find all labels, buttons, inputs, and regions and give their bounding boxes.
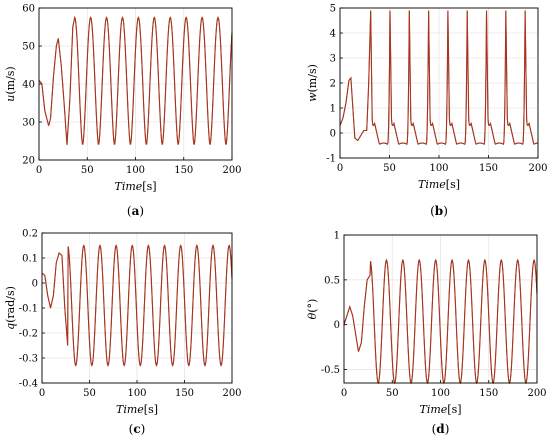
x-tick-label: 200 xyxy=(528,163,547,174)
x-axis-label-var: Time xyxy=(116,403,144,416)
y-tick-label: 0 xyxy=(330,129,336,140)
y-tick-label: 5 xyxy=(330,4,336,15)
y-tick-label: -0.5 xyxy=(321,365,340,376)
panel-caption: (c) xyxy=(129,422,146,436)
x-tick-label: 100 xyxy=(431,388,450,399)
x-axis-label: Time[s] xyxy=(114,180,156,193)
series-line xyxy=(343,258,538,385)
x-tick-label: 200 xyxy=(222,165,241,176)
x-axis-label-var: Time xyxy=(419,403,447,416)
y-tick-label: -0.1 xyxy=(19,304,38,315)
y-tick-label: -0.3 xyxy=(19,354,38,365)
panel-caption: (a) xyxy=(127,204,144,218)
panel-caption-letter: d xyxy=(436,422,445,436)
x-tick-label: 150 xyxy=(174,165,193,176)
x-axis-label: Time[s] xyxy=(418,178,460,191)
y-tick-label: 4 xyxy=(330,29,336,40)
series-line xyxy=(41,244,233,367)
x-axis-label-unit: [s] xyxy=(144,403,158,416)
panel-caption-letter: c xyxy=(133,422,140,436)
y-tick-label: 2 xyxy=(330,79,336,90)
y-tick-label: -0.4 xyxy=(19,379,38,390)
y-axis-label-unit: (rad/s) xyxy=(4,286,17,323)
x-tick-label: 50 xyxy=(383,163,396,174)
x-tick-label: 0 xyxy=(337,163,343,174)
x-axis-label-var: Time xyxy=(114,180,142,193)
x-tick-label: 0 xyxy=(341,388,347,399)
x-axis-label-unit: [s] xyxy=(446,178,460,191)
y-tick-label: 40 xyxy=(22,80,35,91)
y-axis-label-var: u xyxy=(4,95,17,102)
chart-panel-a: 0 50 100 150 200 20 30 40 50 60 Time[s] u(m/s) (a) xyxy=(4,4,242,219)
x-tick-label: 50 xyxy=(83,388,96,399)
x-axis-label-unit: [s] xyxy=(142,180,156,193)
y-axis-label: q(rad/s) xyxy=(4,286,17,330)
panel-caption-letter: a xyxy=(132,204,140,218)
y-tick-label: 3 xyxy=(330,54,336,65)
y-axis-label-unit: (°) xyxy=(306,299,319,313)
x-axis-label-unit: [s] xyxy=(447,403,461,416)
x-tick-label: 50 xyxy=(81,165,94,176)
x-axis-label: Time[s] xyxy=(419,403,461,416)
x-axis-label-var: Time xyxy=(418,178,446,191)
chart-panel-c: 0 50 100 150 200 -0.4 -0.3 -0.2 -0.1 0 0.1 0.2 Time[… xyxy=(4,229,242,437)
y-axis-label: u(m/s) xyxy=(4,66,17,101)
x-axis-label: Time[s] xyxy=(116,403,158,416)
y-axis-label: θ(°) xyxy=(306,299,319,320)
x-tick-label: 100 xyxy=(126,165,145,176)
x-tick-label: 150 xyxy=(479,388,498,399)
y-axis-label-unit: (m/s) xyxy=(4,66,17,94)
y-tick-label: 50 xyxy=(22,42,35,53)
x-tick-label: 200 xyxy=(527,388,546,399)
y-axis-label: w(m/s) xyxy=(306,64,319,102)
y-tick-label: 0 xyxy=(32,279,38,290)
panel-caption-letter: b xyxy=(435,204,443,218)
y-axis-label-var: q xyxy=(4,323,17,330)
y-axis-label-var: θ xyxy=(306,312,319,319)
y-tick-label: 1 xyxy=(334,231,340,242)
y-tick-label: 0.2 xyxy=(22,229,38,240)
x-tick-label: 100 xyxy=(429,163,448,174)
series-line xyxy=(38,15,233,145)
y-tick-label: 20 xyxy=(22,156,35,167)
y-tick-label: 0.1 xyxy=(22,254,38,265)
y-tick-label: 1 xyxy=(330,104,336,115)
y-tick-label: 30 xyxy=(22,118,35,129)
y-tick-label: 60 xyxy=(22,4,35,15)
y-tick-label: -1 xyxy=(326,154,336,165)
y-tick-label: -0.2 xyxy=(19,329,38,340)
y-axis-label-var: w xyxy=(306,92,319,102)
series-line xyxy=(339,10,539,145)
x-tick-label: 200 xyxy=(222,388,241,399)
y-axis-label-unit: (m/s) xyxy=(306,64,319,92)
y-tick-label: 0.5 xyxy=(324,275,340,286)
x-tick-label: 0 xyxy=(36,165,42,176)
panel-caption: (b) xyxy=(430,204,448,218)
x-tick-label: 150 xyxy=(175,388,194,399)
x-tick-label: 150 xyxy=(479,163,498,174)
x-tick-label: 100 xyxy=(127,388,146,399)
x-tick-label: 50 xyxy=(386,388,399,399)
panel-caption: (d) xyxy=(432,422,450,436)
y-tick-label: 0 xyxy=(334,320,340,331)
x-tick-label: 0 xyxy=(39,388,45,399)
chart-panel-d: 0 50 100 150 200 -0.5 0 0.5 1 Time[s] θ(°) (d) xyxy=(306,231,547,437)
